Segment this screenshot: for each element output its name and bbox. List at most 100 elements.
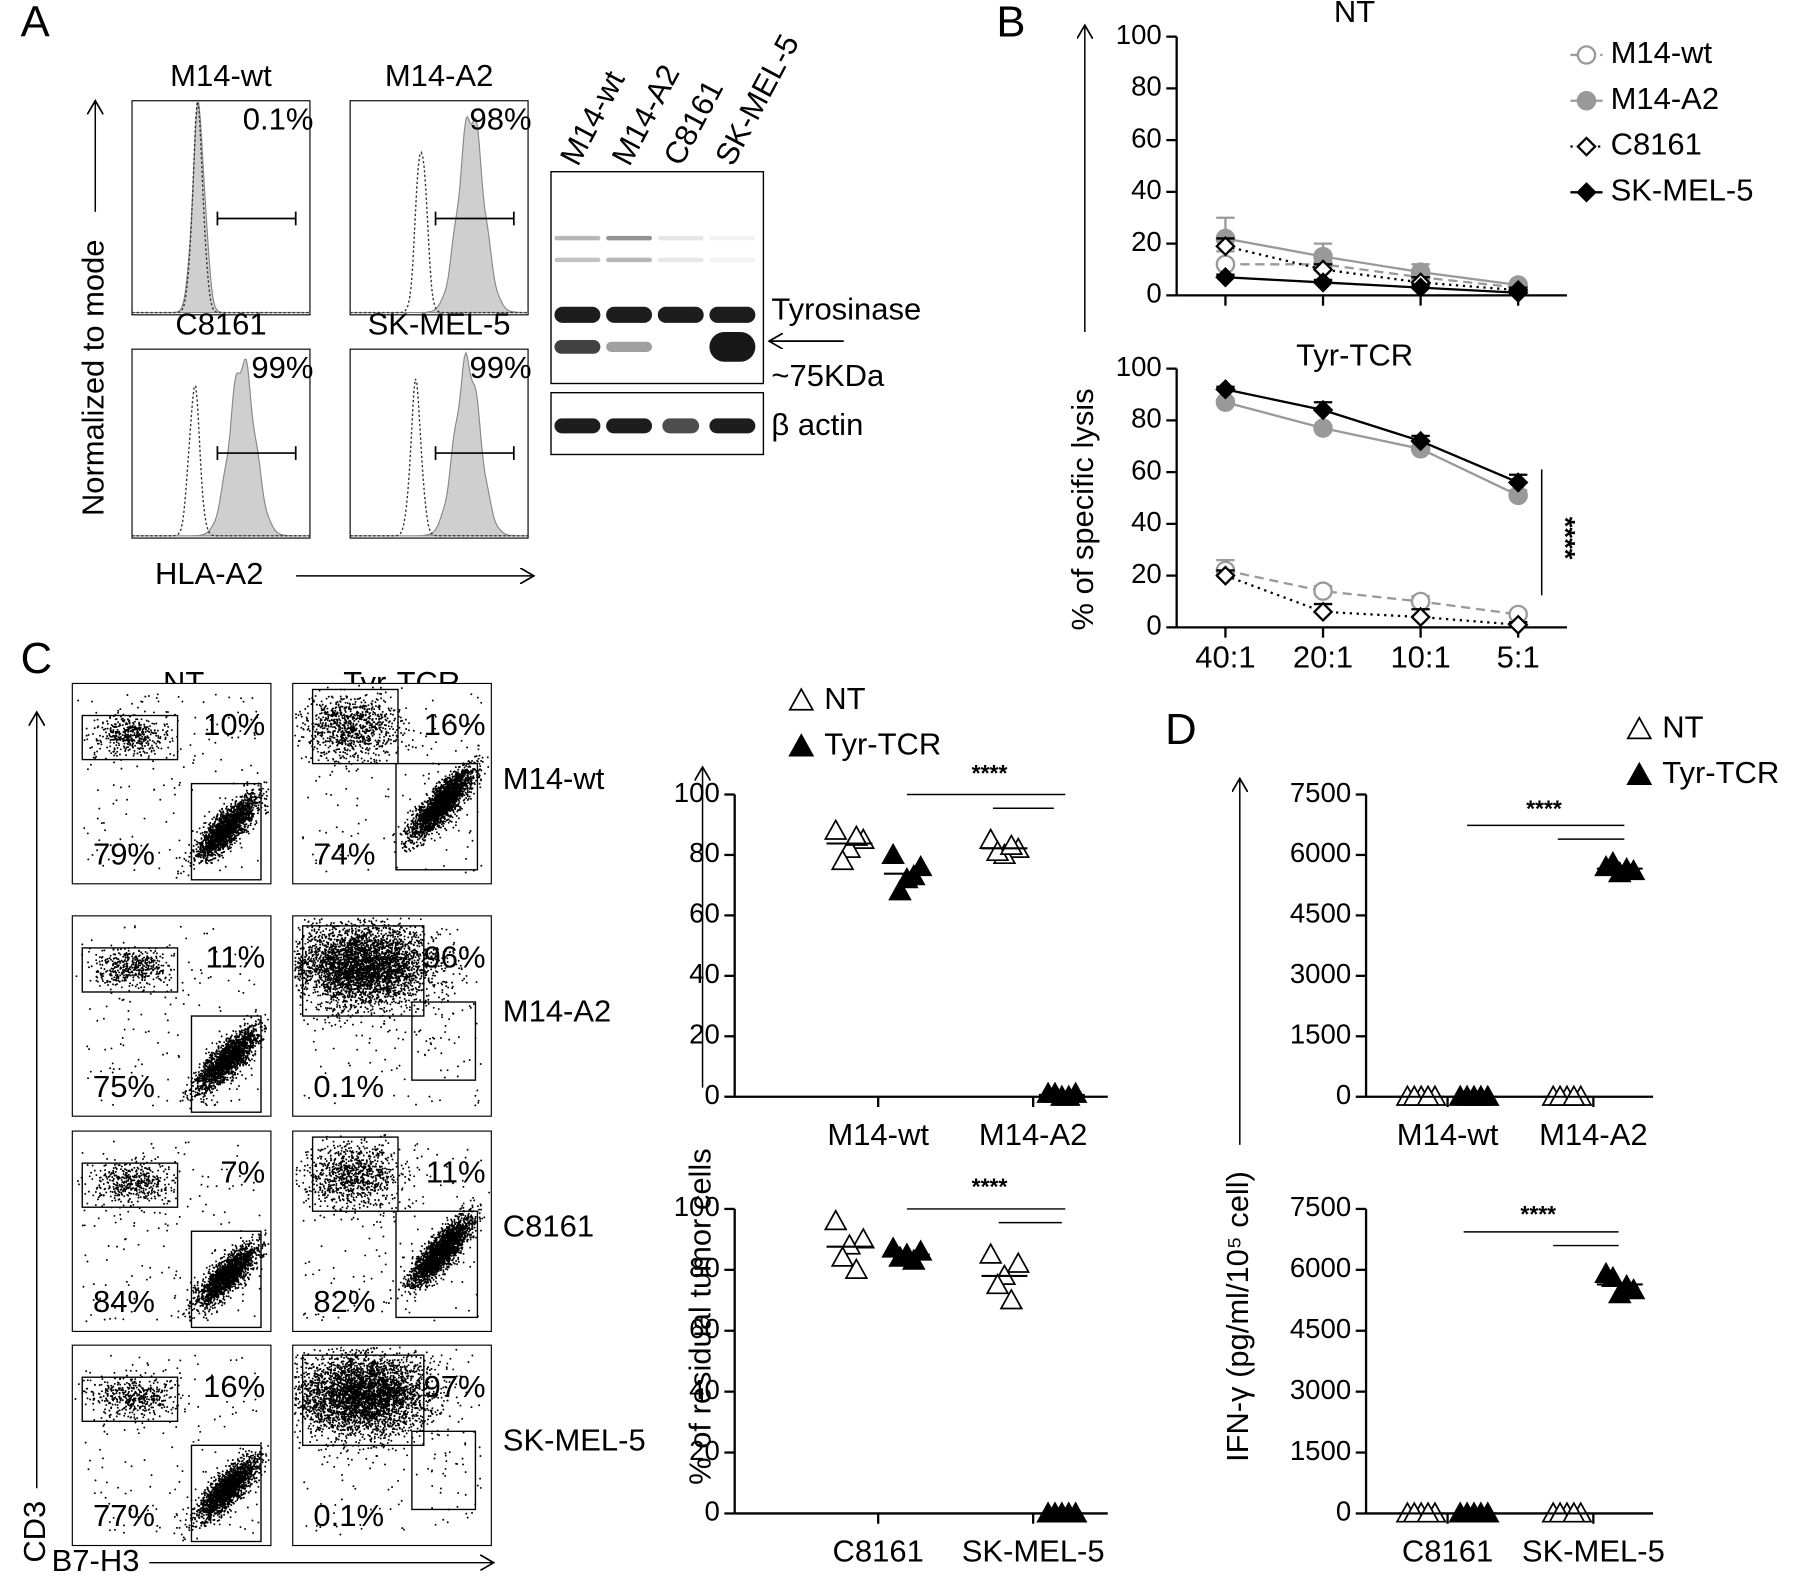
significance-label: ****: [1526, 796, 1562, 822]
marker: [1043, 1081, 1067, 1103]
flow-events: [77, 693, 270, 879]
x-tick-label: SK-MEL-5: [1522, 1534, 1665, 1569]
legend-label: Tyr-TCR: [1662, 755, 1779, 790]
y-tick-label: 100: [674, 1191, 720, 1222]
histogram-title: C8161: [175, 306, 266, 341]
y-axis-label: % of specific lysis: [1065, 388, 1100, 630]
sample-histogram: [132, 101, 310, 314]
marker: [1313, 418, 1333, 438]
marker: [1215, 565, 1236, 586]
blot-band: [709, 235, 756, 241]
gate-percent: 16%: [203, 1369, 265, 1404]
series-line: [1225, 574, 1519, 626]
sample-histogram: [350, 351, 529, 537]
flow-events: [295, 1133, 491, 1322]
gate-percent: 77%: [93, 1498, 155, 1533]
control-histogram: [350, 378, 529, 537]
marker: [823, 818, 848, 840]
y-tick-label: 20: [689, 1019, 720, 1050]
y-axis-label: % of residual tumor cells: [683, 1148, 718, 1485]
gate-percent: 0.1%: [313, 1069, 384, 1104]
y-tick-label: 100: [1116, 351, 1162, 382]
blot-band: [606, 341, 653, 353]
x-tick-label: 10:1: [1390, 640, 1450, 675]
x-tick-label: M14-A2: [979, 1117, 1087, 1152]
flow-events: [76, 1140, 270, 1323]
blot-band: [554, 340, 601, 354]
gate: [411, 1430, 477, 1511]
legend-marker: [1576, 45, 1597, 65]
marker: [888, 1245, 912, 1267]
marker: [881, 842, 905, 865]
series-line: [1225, 569, 1519, 616]
gate-percent: 82%: [313, 1284, 375, 1319]
marker: [1410, 430, 1431, 452]
x-tick-label: M14-A2: [1539, 1117, 1647, 1152]
histogram-percent: 0.1%: [243, 102, 314, 137]
gate: [81, 1162, 179, 1208]
gate: [411, 1001, 477, 1081]
y-tick-label: 0: [1336, 1496, 1351, 1527]
band-label: Tyrosinase: [771, 292, 921, 327]
series-line: [1225, 263, 1519, 289]
histogram-percent: 99%: [251, 350, 313, 385]
band-label: β actin: [771, 407, 863, 442]
legend-label: M14-A2: [1611, 81, 1719, 116]
y-tick-label: 60: [1131, 122, 1162, 153]
marker: [978, 1242, 1003, 1264]
histogram-percent: 99%: [469, 350, 531, 385]
marker: [1507, 472, 1529, 493]
marker: [823, 1209, 848, 1231]
series-line: [1225, 388, 1519, 484]
x-tick-label: M14-wt: [827, 1117, 929, 1152]
marker: [1006, 1251, 1031, 1273]
marker: [1215, 379, 1236, 400]
blot-band: [606, 418, 653, 434]
y-axis-label: CD3: [17, 1501, 52, 1563]
series-line: [1225, 245, 1519, 292]
significance-label: ****: [1550, 517, 1581, 560]
marker: [844, 1257, 869, 1279]
y-axis-label: Normalized to mode: [75, 240, 110, 516]
flow-events: [293, 1346, 482, 1536]
gate-percent: 7%: [220, 1155, 265, 1190]
y-tick-label: 80: [1131, 71, 1162, 102]
flow-events: [74, 1354, 270, 1542]
y-tick-label: 60: [689, 898, 720, 929]
histogram-frame: [349, 348, 529, 539]
x-tick-label: C8161: [1402, 1534, 1493, 1569]
panel-label: A: [21, 0, 50, 47]
y-tick-label: 7500: [1290, 1191, 1351, 1222]
control-histogram: [132, 385, 310, 537]
control-histogram: [132, 101, 310, 314]
x-tick-label: SK-MEL-5: [962, 1534, 1105, 1569]
y-tick-label: 40: [689, 1374, 720, 1405]
y-tick-label: 60: [689, 1313, 720, 1344]
y-tick-label: 6000: [1290, 837, 1351, 868]
marker: [888, 879, 912, 901]
marker: [999, 1288, 1024, 1310]
y-tick-label: 1500: [1290, 1435, 1351, 1466]
y-tick-label: 80: [689, 1252, 720, 1283]
gate: [311, 688, 399, 765]
legend-label: SK-MEL-5: [1611, 173, 1754, 208]
blot-band: [606, 306, 653, 323]
legend-label: NT: [824, 681, 865, 716]
gate: [190, 1015, 262, 1113]
row-label: SK-MEL-5: [503, 1423, 646, 1458]
y-tick-label: 20: [1131, 558, 1162, 589]
y-tick-label: 7500: [1290, 777, 1351, 808]
gate-percent: 96%: [424, 940, 486, 975]
marker: [1410, 606, 1431, 628]
row-label: M14-A2: [503, 993, 611, 1028]
series-line: [1225, 276, 1519, 294]
y-tick-label: 4500: [1290, 898, 1351, 929]
legend-marker: [1626, 761, 1653, 786]
gate-percent: 10%: [203, 707, 265, 742]
histogram-frame: [131, 100, 311, 316]
x-tick-label: 40:1: [1195, 640, 1255, 675]
x-axis-label: B7-H3: [52, 1543, 140, 1578]
legend-label: NT: [1662, 709, 1703, 744]
x-tick-label: 20:1: [1293, 640, 1353, 675]
